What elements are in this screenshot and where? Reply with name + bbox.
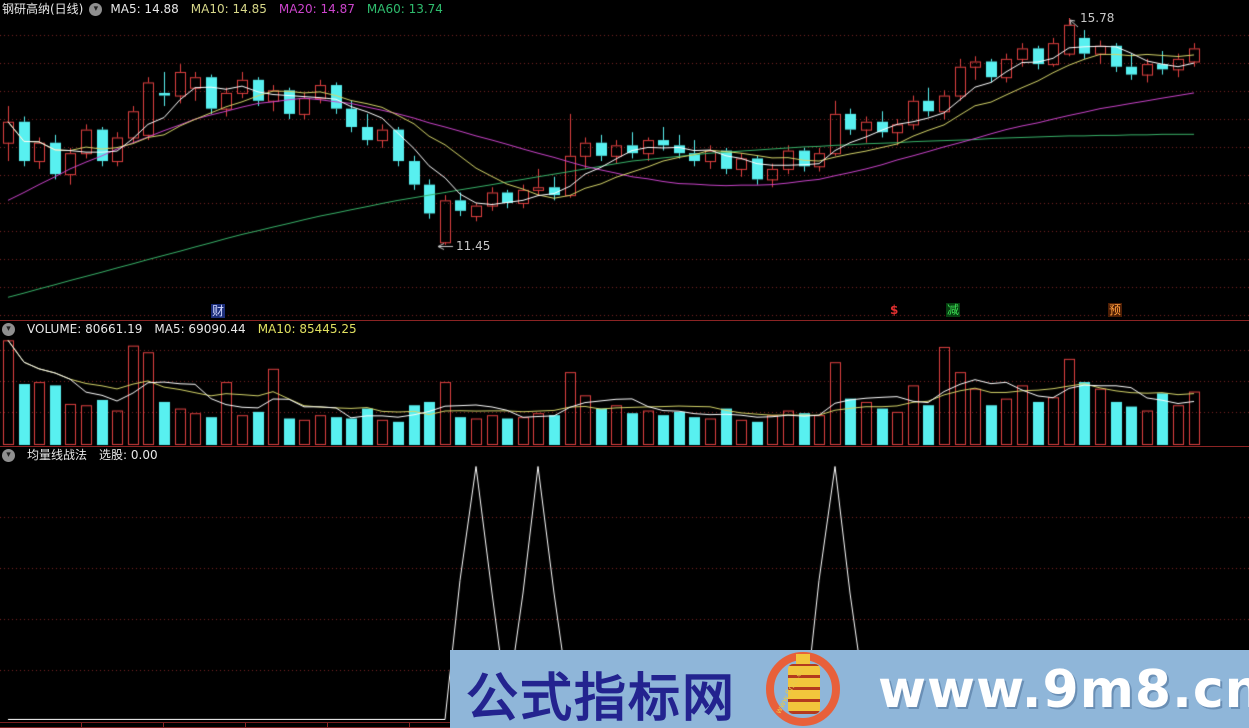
volume-chart[interactable]	[0, 336, 1249, 446]
volume-label: VOLUME: 80661.19	[27, 322, 143, 336]
ma60-label: MA60: 13.74	[366, 2, 443, 16]
dividend-marker[interactable]: $	[890, 303, 899, 317]
finance-report-marker[interactable]: 财	[211, 304, 226, 318]
watermark-site-url: www.9m8.cn	[878, 660, 1249, 720]
indicator-panel-header: 均量线战法 选股: 0.00	[2, 448, 170, 462]
watermark-site-name: 公式指标网	[466, 669, 737, 728]
watermark-banner: 公式指标网 www.9m8.cn www.9m8.cn	[450, 650, 1249, 728]
main-price-chart[interactable]	[0, 18, 1249, 320]
stock-title: 钢研高纳(日线)	[2, 2, 84, 16]
share-reduction-marker[interactable]: 减	[946, 303, 961, 317]
volume-ma5-label: MA5: 69090.44	[154, 322, 246, 336]
volume-panel-header: VOLUME: 80661.19 MA5: 69090.44 MA10: 854…	[2, 322, 369, 336]
indicator-value-label: 选股: 0.00	[99, 448, 158, 462]
high-price-annotation: 15.78	[1080, 11, 1115, 25]
volume-ma10-label: MA10: 85445.25	[257, 322, 357, 336]
site-logo-icon: www.9m8.cn	[766, 652, 840, 726]
forecast-marker[interactable]: 预	[1108, 303, 1123, 317]
ma10-label: MA10: 14.85	[190, 2, 267, 16]
ma20-label: MA20: 14.87	[278, 2, 355, 16]
panel-separator	[0, 320, 1249, 321]
ma5-label: MA5: 14.88	[110, 2, 179, 16]
panel-separator	[0, 446, 1249, 447]
chevron-down-icon[interactable]	[2, 322, 15, 336]
indicator-title: 均量线战法	[27, 448, 88, 462]
low-price-annotation: 11.45	[456, 239, 491, 253]
chevron-down-icon[interactable]	[89, 2, 103, 16]
chevron-down-icon[interactable]	[2, 448, 15, 462]
main-panel-header: 钢研高纳(日线) MA5: 14.88 MA10: 14.85 MA20: 14…	[2, 2, 455, 16]
time-axis-ticks	[0, 723, 449, 728]
